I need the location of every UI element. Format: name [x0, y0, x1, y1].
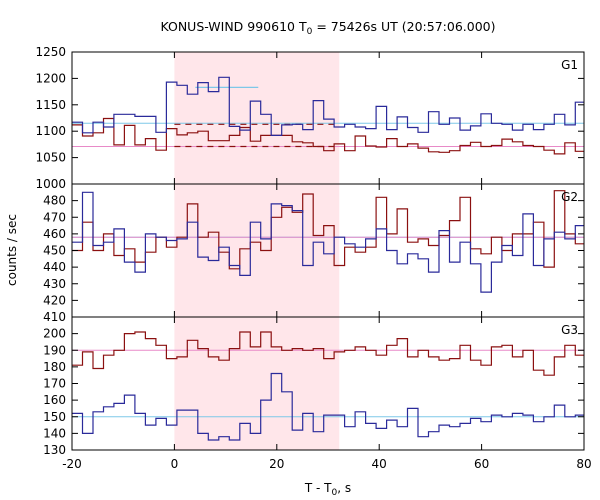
x-tick-label: 80	[576, 457, 591, 471]
y-tick-label: 1100	[35, 124, 66, 138]
panel-series	[72, 331, 584, 441]
y-tick-label: 460	[43, 227, 66, 241]
y-tick-label: 130	[43, 443, 66, 457]
shaded-interval	[174, 52, 340, 184]
y-tick-label: 1050	[35, 151, 66, 165]
y-tick-label: 190	[43, 343, 66, 357]
x-tick-label: 60	[474, 457, 489, 471]
shaded-interval	[174, 317, 340, 450]
y-tick-label: 1150	[35, 98, 66, 112]
panel-label: G3	[561, 323, 578, 337]
panel-g1: 1250 1200 1150 1100 1050 1000 G1	[35, 45, 585, 191]
panel-series	[72, 190, 584, 293]
y-tick-label: 430	[43, 277, 66, 291]
series-blue-histogram	[72, 76, 584, 136]
chart-title-main: KONUS-WIND 990610 T	[160, 19, 306, 34]
x-axis-label-subscript: 0	[332, 488, 338, 498]
series-red-histogram	[72, 117, 584, 155]
y-tick-label: 180	[43, 360, 66, 374]
panel-label: G2	[561, 190, 578, 204]
y-tick-label: 440	[43, 260, 66, 274]
panel-g3: 200 190 180 170 160 150 140 130 G3	[43, 316, 585, 457]
x-axis-label: T - T0, s	[304, 481, 351, 498]
chart-title: KONUS-WIND 990610 T0 = 75426s UT (20:57:…	[160, 19, 495, 37]
y-tick-label: 1250	[35, 45, 66, 59]
y-tick-label: 140	[43, 426, 66, 440]
plot-area: 1250 1200 1150 1100 1050 1000 G1 480 470 460 450 44…	[35, 45, 591, 471]
shaded-interval	[174, 184, 340, 317]
x-axis-label-main: T - T	[304, 481, 332, 495]
panel-g2: 480 470 460 450 440 430 420 410 G2	[43, 183, 585, 324]
panel-label: G1	[561, 58, 578, 72]
series-red-histogram	[72, 331, 584, 376]
x-tick-label: 0	[171, 457, 179, 471]
x-tick-label: -20	[62, 457, 82, 471]
panel-series	[72, 76, 584, 155]
chart-title-rest: = 75426s UT (20:57:06.000)	[312, 19, 495, 34]
y-tick-label: 420	[43, 293, 66, 307]
y-axis-label: counts / sec	[5, 214, 19, 286]
y-tick-label: 480	[43, 194, 66, 208]
y-tick-label: 410	[43, 310, 66, 324]
y-tick-label: 470	[43, 210, 66, 224]
y-tick-label: 1200	[35, 71, 66, 85]
y-tick-label: 1000	[35, 177, 66, 191]
y-tick-label: 170	[43, 377, 66, 391]
series-blue-histogram	[72, 191, 584, 293]
series-blue-histogram	[72, 372, 584, 441]
y-tick-label: 160	[43, 393, 66, 407]
y-tick-label: 450	[43, 244, 66, 258]
y-tick-label: 150	[43, 410, 66, 424]
x-tick-label: 40	[372, 457, 387, 471]
x-axis-label-rest: , s	[337, 481, 351, 495]
y-tick-label: 200	[43, 327, 66, 341]
chart-title-subscript: 0	[307, 27, 313, 37]
x-tick-label: 20	[269, 457, 284, 471]
